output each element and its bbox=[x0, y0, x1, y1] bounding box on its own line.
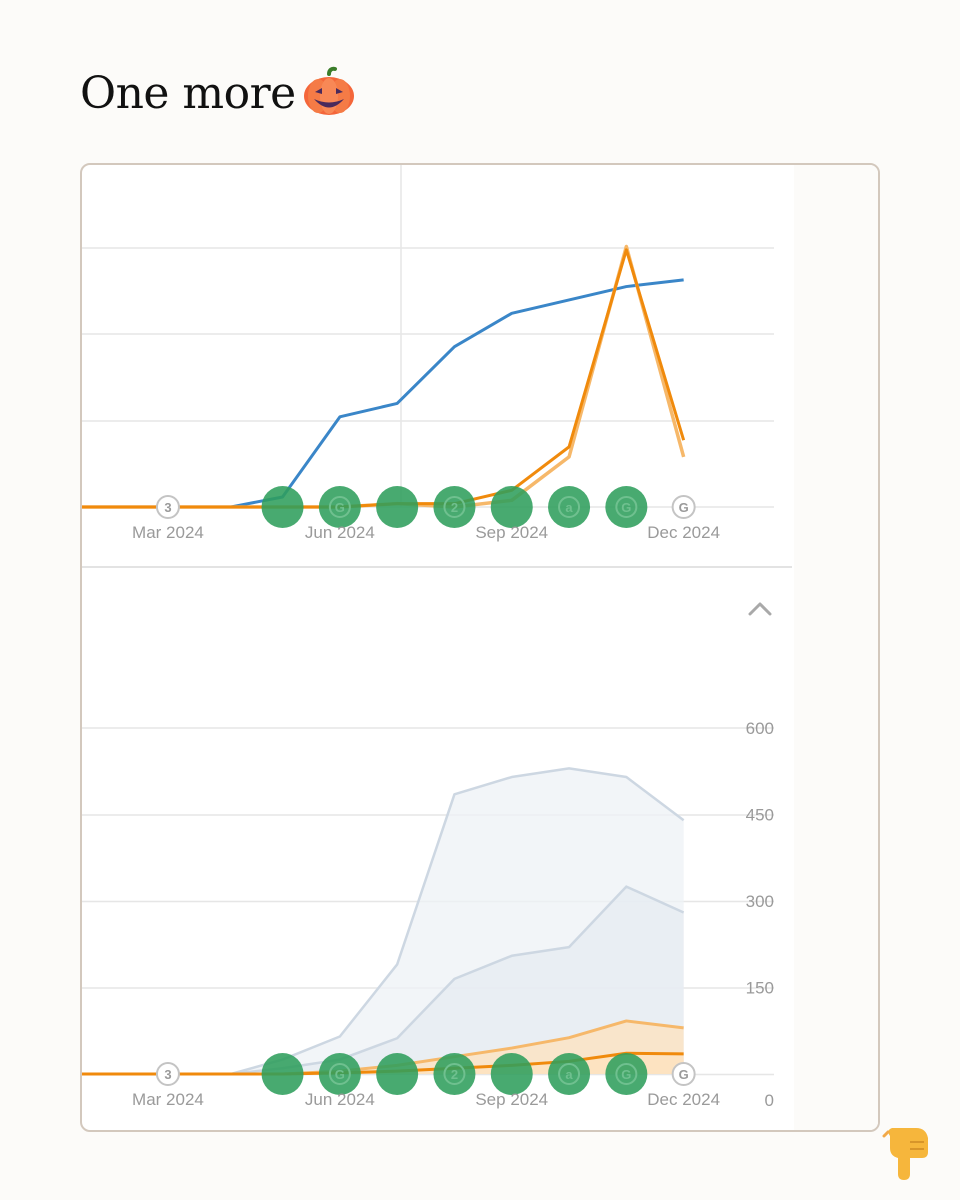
bottom-marker-label-7: G bbox=[621, 1067, 631, 1082]
series-area-orange-dark bbox=[82, 1053, 684, 1074]
page-title: One more bbox=[80, 66, 356, 120]
bottom-marker-ring-7 bbox=[615, 1063, 638, 1085]
y-tick-label: 300 bbox=[746, 892, 774, 911]
bottom-marker-label-8: G bbox=[679, 1067, 689, 1082]
bottom-x-tick-label: Dec 2024 bbox=[647, 1090, 720, 1109]
top-marker-5[interactable] bbox=[490, 486, 533, 528]
bottom-x-tick-label: Sep 2024 bbox=[475, 1090, 548, 1109]
top-marker-ring-6 bbox=[558, 496, 581, 518]
bottom-marker-6[interactable] bbox=[548, 1053, 591, 1095]
y-tick-label: 600 bbox=[746, 719, 774, 738]
series-line-blue bbox=[82, 278, 684, 509]
bottom-marker-label-0: 3 bbox=[164, 1067, 171, 1082]
page-title-text: One more bbox=[80, 67, 296, 119]
top-x-tick-label: Sep 2024 bbox=[475, 523, 548, 542]
bottom-marker-label-6: a bbox=[565, 1067, 573, 1082]
bottom-marker-5[interactable] bbox=[490, 1053, 533, 1095]
bottom-marker-ring-2 bbox=[328, 1063, 351, 1085]
bottom-marker-ring-6 bbox=[558, 1063, 581, 1085]
bottom-area-chart: 600 450 300 150 0 3 G 2 a G G Mar 2024 Jun 2024 Sep 2… bbox=[82, 719, 774, 1110]
top-marker-label-4: 2 bbox=[451, 500, 458, 515]
top-marker-2[interactable] bbox=[318, 486, 361, 528]
top-marker-label-6: a bbox=[565, 500, 573, 515]
top-marker-label-7: G bbox=[621, 500, 631, 515]
top-x-tick-label: Mar 2024 bbox=[132, 523, 204, 542]
bottom-marker-8[interactable] bbox=[671, 1062, 696, 1086]
series-line-orange-dark bbox=[82, 248, 686, 509]
top-marker-ring-4 bbox=[443, 496, 466, 518]
top-marker-0[interactable] bbox=[155, 495, 180, 519]
top-marker-1[interactable] bbox=[261, 486, 304, 528]
bottom-marker-ring-4 bbox=[443, 1063, 466, 1085]
chevron-up-icon[interactable] bbox=[748, 602, 772, 616]
top-marker-label-2: G bbox=[335, 500, 345, 515]
top-marker-6[interactable] bbox=[548, 486, 591, 528]
y-tick-label: 150 bbox=[746, 979, 774, 998]
top-marker-ring-7 bbox=[615, 496, 638, 518]
bottom-marker-4[interactable] bbox=[433, 1053, 476, 1095]
bottom-marker-label-4: 2 bbox=[451, 1067, 458, 1082]
y-tick-label: 450 bbox=[746, 806, 774, 825]
chart-card: 3 G 2 a G G Mar 2024 Jun 2024 Sep 2024 Dec 2024 6… bbox=[80, 163, 880, 1132]
top-marker-7[interactable] bbox=[605, 486, 648, 528]
top-x-tick-label: Dec 2024 bbox=[647, 523, 720, 542]
card-right-strip bbox=[794, 165, 878, 1130]
y-tick-label: 0 bbox=[765, 1091, 774, 1110]
top-x-tick-label: Jun 2024 bbox=[305, 523, 375, 542]
bottom-marker-0[interactable] bbox=[155, 1062, 180, 1086]
top-line-chart: 3 G 2 a G G Mar 2024 Jun 2024 Sep 2024 Dec 2024 bbox=[82, 165, 774, 542]
top-marker-3[interactable] bbox=[376, 486, 419, 528]
top-marker-label-8: G bbox=[679, 500, 689, 515]
bottom-x-tick-label: Mar 2024 bbox=[132, 1090, 204, 1109]
top-marker-ring-2 bbox=[328, 496, 351, 518]
bottom-marker-1[interactable] bbox=[261, 1053, 304, 1095]
pointing-down-hand-icon bbox=[882, 1128, 928, 1180]
pumpkin-icon bbox=[303, 66, 354, 115]
bottom-marker-label-2: G bbox=[335, 1067, 345, 1082]
series-area-orange-light bbox=[82, 1020, 684, 1074]
bottom-marker-2[interactable] bbox=[318, 1053, 361, 1095]
bottom-marker-7[interactable] bbox=[605, 1053, 648, 1095]
series-area-gray-inner bbox=[82, 886, 684, 1074]
series-line-orange-light bbox=[82, 244, 686, 509]
bottom-marker-3[interactable] bbox=[376, 1053, 419, 1095]
charts-canvas: 3 G 2 a G G Mar 2024 Jun 2024 Sep 2024 Dec 2024 6… bbox=[82, 165, 792, 1110]
top-marker-4[interactable] bbox=[433, 486, 476, 528]
top-marker-8[interactable] bbox=[671, 495, 696, 519]
top-marker-label-0: 3 bbox=[164, 500, 171, 515]
bottom-x-tick-label: Jun 2024 bbox=[305, 1090, 375, 1109]
